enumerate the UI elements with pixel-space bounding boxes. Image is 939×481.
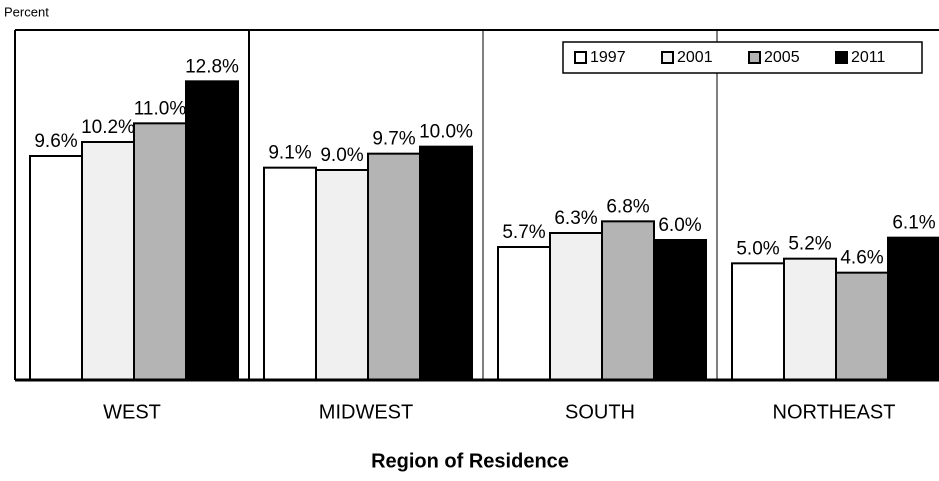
bar bbox=[783, 257, 837, 381]
legend-label: 1997 bbox=[590, 49, 626, 66]
bar bbox=[497, 246, 551, 381]
legend-swatch bbox=[748, 51, 761, 64]
legend-swatch bbox=[574, 51, 587, 64]
y-axis-label: Percent bbox=[4, 4, 49, 19]
legend-box bbox=[562, 41, 923, 74]
legend-label: 2001 bbox=[677, 49, 713, 66]
value-label: 11.0% bbox=[134, 98, 187, 119]
bar bbox=[29, 155, 83, 381]
x-axis-label: Region of Residence bbox=[371, 450, 569, 472]
bar bbox=[549, 232, 603, 381]
x-tick-label: NORTHEAST bbox=[773, 401, 896, 423]
bar bbox=[887, 236, 939, 381]
bar bbox=[731, 262, 785, 382]
bar bbox=[185, 80, 239, 381]
bar bbox=[81, 141, 135, 381]
value-label: 5.7% bbox=[502, 222, 545, 243]
value-label: 9.0% bbox=[320, 145, 363, 166]
value-label: 12.8% bbox=[185, 56, 239, 77]
bar bbox=[263, 166, 317, 381]
value-label: 5.0% bbox=[736, 238, 779, 259]
value-label: 6.8% bbox=[606, 196, 649, 217]
x-tick-label: WEST bbox=[103, 401, 161, 423]
bar bbox=[133, 122, 187, 381]
bar bbox=[601, 220, 655, 381]
value-label: 6.0% bbox=[658, 215, 701, 236]
value-label: 9.1% bbox=[268, 143, 311, 164]
bar bbox=[315, 169, 369, 381]
legend-swatch bbox=[835, 51, 848, 64]
legend-swatch bbox=[661, 51, 674, 64]
value-label: 9.6% bbox=[34, 131, 77, 152]
value-label: 5.2% bbox=[788, 234, 831, 255]
value-label: 10.0% bbox=[419, 122, 473, 143]
value-label: 4.6% bbox=[840, 248, 883, 269]
legend-label: 2011 bbox=[851, 49, 886, 66]
x-tick-label: MIDWEST bbox=[319, 401, 413, 423]
value-label: 9.7% bbox=[372, 129, 415, 150]
bar bbox=[653, 239, 707, 381]
value-label: 6.3% bbox=[554, 208, 597, 229]
bar bbox=[367, 152, 421, 381]
bar bbox=[835, 271, 889, 381]
x-tick-label: SOUTH bbox=[565, 401, 635, 423]
legend-label: 2005 bbox=[764, 49, 800, 66]
bar bbox=[419, 145, 473, 381]
value-label: 6.1% bbox=[892, 213, 935, 234]
value-label: 10.2% bbox=[81, 117, 135, 138]
